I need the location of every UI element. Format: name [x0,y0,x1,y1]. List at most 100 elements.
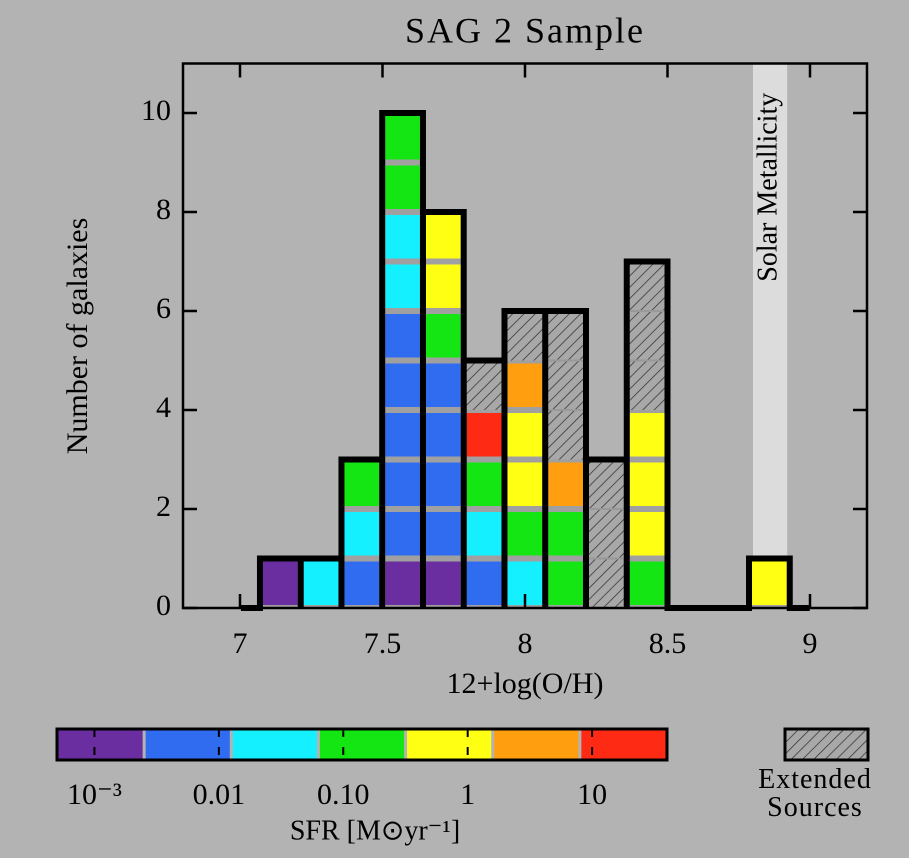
cell [382,509,423,559]
extended-legend-label: Extended Sources [758,764,872,823]
bar [545,311,586,460]
cell [422,558,464,608]
bar [382,212,423,311]
colorbar-frame [55,727,669,762]
colorbar-swatch [319,729,405,760]
cell [382,410,423,460]
colorbar-tick-label: 10 [577,778,607,811]
bar [504,410,546,509]
cell [545,558,586,608]
cell [463,558,505,608]
bar-fill [463,360,505,410]
bar [341,509,383,559]
bar [749,558,790,608]
bar [382,311,423,559]
cell [463,410,505,460]
y-tick-label: 2 [156,490,171,523]
cell [300,558,342,608]
bar [422,558,464,608]
cell [463,509,505,559]
cell [504,509,546,559]
cell [382,311,423,361]
cell [463,459,505,509]
bar [341,459,383,509]
colorbar-tick-label: 1 [460,778,475,811]
y-tick-label: 8 [156,193,171,226]
cell [341,509,383,559]
cell [422,360,464,410]
colorbar-label: SFR [M⊙yr⁻¹] [290,815,460,846]
cell [626,558,668,608]
bar [504,509,546,559]
solar-band [753,63,788,608]
x-tick-label: 9 [803,627,818,660]
bar [422,212,464,311]
cell [382,212,423,262]
colorbar-swatch [145,729,230,760]
bar [626,261,668,410]
cell [626,509,668,559]
cell [382,261,423,311]
cell [341,459,383,509]
bar [422,311,464,361]
cell [422,410,464,460]
colorbar-swatch [232,729,317,760]
colorbar-swatch [494,729,579,760]
cell [545,509,586,559]
bar-fill [585,459,627,608]
cell [545,459,586,509]
y-tick-label: 6 [156,292,171,325]
cell [422,212,464,262]
bar [463,558,505,608]
x-tick-label: 7.5 [364,627,402,660]
chart-title: SAG 2 Sample [405,10,645,50]
bar [545,509,586,608]
bar [463,509,505,559]
cell [422,261,464,311]
colorbar-swatch [407,729,492,760]
cell [504,459,546,509]
cell [626,410,668,460]
bar [504,360,546,410]
y-tick-label: 4 [156,391,171,424]
cell [382,113,423,163]
cell [626,459,668,509]
cell [341,558,383,608]
cell [422,459,464,509]
y-tick-label: 10 [141,94,171,127]
cell [382,459,423,509]
bar-fill [545,311,586,460]
bar [626,558,668,608]
cell [259,558,301,608]
cell [504,360,546,410]
cell [422,509,464,559]
bar [341,558,383,608]
annotation: Solar Metallicity [753,93,784,282]
cell [504,410,546,460]
bar [545,459,586,509]
colorbar-tick-label: 10⁻³ [67,778,122,811]
cell [422,311,464,361]
bar-fill [504,311,546,361]
y-axis-label: Number of galaxies [61,218,94,455]
y-tick-label: 0 [156,589,171,622]
bar [300,558,342,608]
bar [259,558,301,608]
colorbar-swatch [58,729,143,760]
x-axis-label: 12+log(O/H) [447,667,604,700]
legend-swatch [783,727,870,762]
colorbar-tick-label: 0.10 [317,778,370,811]
bar-fill [626,261,668,410]
bar [382,558,423,608]
bar [463,459,505,509]
bar [626,410,668,559]
bar [422,360,464,559]
x-tick-label: 7 [233,627,248,660]
bar [463,360,505,410]
bar [585,459,627,608]
cell [382,558,423,608]
bar [382,113,423,212]
bar [504,311,546,361]
